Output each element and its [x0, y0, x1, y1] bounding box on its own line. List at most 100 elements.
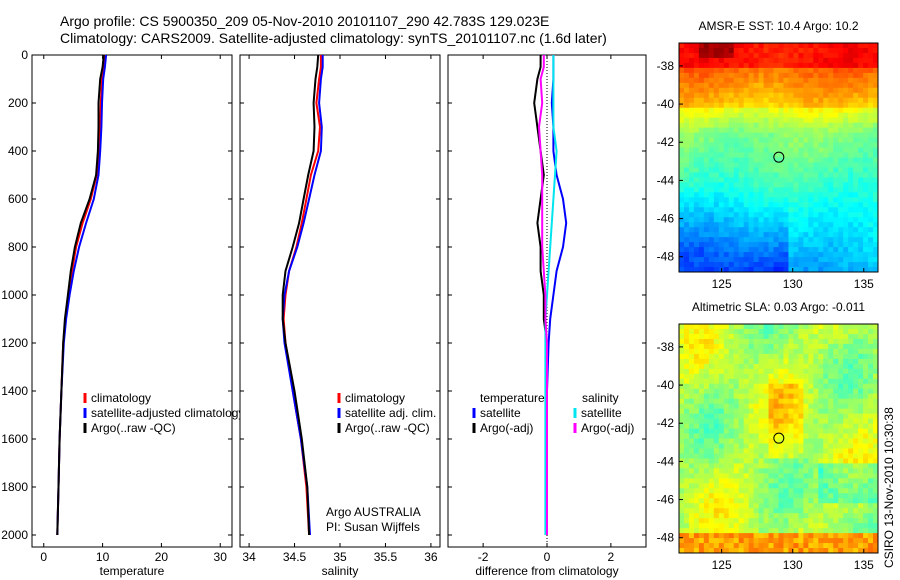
sla_map-cell: [708, 398, 715, 405]
sst_map-cell: [813, 162, 819, 169]
sla_map-cell: [753, 503, 760, 509]
sst_map-cell: [713, 152, 720, 159]
sst_map-cell: [808, 142, 814, 149]
sla_map-cell: [778, 373, 785, 380]
sla_map-cell: [723, 403, 730, 410]
sst_map-cell: [723, 232, 730, 238]
sst_map-cell: [763, 132, 770, 139]
sst_map-cell: [698, 242, 705, 248]
sla_map-cell: [723, 513, 730, 519]
sla_map-cell: [679, 393, 685, 400]
sla_map-cell: [748, 548, 755, 553]
sla_map-cell: [763, 333, 770, 340]
sla_map-cell: [838, 408, 844, 415]
sla_map-cell: [688, 458, 695, 464]
sla_map-cell: [853, 358, 859, 365]
sla_map-cell: [838, 388, 844, 395]
sla_map-cell: [683, 393, 690, 400]
sst_map-cell: [803, 202, 809, 208]
sst_map-cell: [773, 87, 780, 94]
sst_map-cell: [813, 97, 819, 104]
sst_map-cell: [738, 122, 745, 129]
sla_map-cell: [788, 523, 795, 529]
sla_map-cell: [763, 503, 770, 509]
sla_map-cell: [828, 453, 834, 460]
sla_map-cell: [683, 533, 690, 539]
sla_map-cell: [818, 468, 824, 474]
sst_map-cell: [868, 247, 874, 253]
sla_map-cell: [703, 353, 710, 360]
sst_map-cell: [723, 217, 730, 223]
sst_map-cell: [848, 43, 854, 49]
sla_map-cell: [828, 363, 834, 370]
sla_map-cell: [843, 503, 849, 509]
sst_map-cell: [693, 247, 700, 253]
sst_map-cell: [728, 242, 735, 248]
sla_map-cell: [713, 368, 720, 375]
sst_map-cell: [808, 222, 814, 228]
sla_map-cell: [708, 443, 715, 450]
sla_map-cell: [863, 483, 869, 489]
sst_map-cell: [768, 127, 775, 134]
sst_map-cell: [833, 57, 839, 64]
sst_map-cell: [823, 97, 829, 104]
sst_map-cell: [853, 157, 859, 164]
sst_map-cell: [848, 212, 854, 218]
sst_map-cell: [768, 142, 775, 149]
sst_map-cell: [718, 117, 725, 124]
sla_map-cell: [833, 488, 839, 494]
sla_map-cell: [803, 338, 809, 345]
sla_map-cell: [873, 338, 878, 345]
sst_map-cell: [758, 97, 765, 104]
sst_map-cell: [743, 87, 750, 94]
sst_map-cell: [748, 117, 755, 124]
sst_map-cell: [698, 142, 705, 149]
sla_map-cell: [828, 533, 834, 539]
temperature-xtick-label: 20: [155, 550, 169, 564]
sla_map-cell: [738, 353, 745, 360]
sla_map-cell: [788, 388, 795, 395]
sst_map-cell: [733, 247, 740, 253]
sst_map-cell: [683, 102, 690, 109]
sst_map-cell: [698, 62, 705, 69]
sst_map-cell: [803, 262, 809, 268]
sla_map-cell: [733, 328, 740, 335]
sst_map-cell: [798, 252, 804, 258]
sst_map-cell: [743, 47, 750, 54]
sst_map-cell: [768, 197, 775, 203]
sla_map-cell: [718, 438, 725, 445]
sst_map-cell: [798, 257, 804, 263]
sla_map-cell: [838, 343, 844, 350]
depth-tick-label: 0: [21, 48, 28, 62]
sla_map-cell: [838, 418, 844, 425]
sst_map-cell: [743, 197, 750, 203]
sst_map-cell: [758, 197, 765, 203]
sst_map-cell: [758, 232, 765, 238]
sla_map-cell: [808, 348, 814, 355]
sst_map-cell: [778, 267, 785, 272]
sla_map-cell: [808, 493, 814, 499]
sla_map-cell: [863, 423, 869, 430]
sla_map-cell: [738, 513, 745, 519]
sst_map-cell: [803, 257, 809, 263]
sst_map-cell: [868, 107, 874, 114]
sla_map-cell: [813, 523, 819, 529]
sla_map-cell: [828, 388, 834, 395]
sla_map-cell: [698, 393, 705, 400]
sst_map-cell: [778, 212, 785, 218]
sla_map-cell: [783, 373, 790, 380]
sla_map-cell: [733, 403, 740, 410]
sla_map-cell: [858, 538, 864, 544]
sla_map-cell: [698, 458, 705, 464]
sst_map-cell: [863, 152, 869, 159]
sla_map-cell: [873, 428, 878, 435]
sla_map-cell: [698, 408, 705, 415]
sla_map-cell: [693, 503, 700, 509]
sst_map-cell: [708, 257, 715, 263]
sla_map-cell: [793, 324, 799, 330]
sla_map-cell: [763, 483, 770, 489]
sla_map-cell: [738, 503, 745, 509]
sst_map-cell: [728, 97, 735, 104]
